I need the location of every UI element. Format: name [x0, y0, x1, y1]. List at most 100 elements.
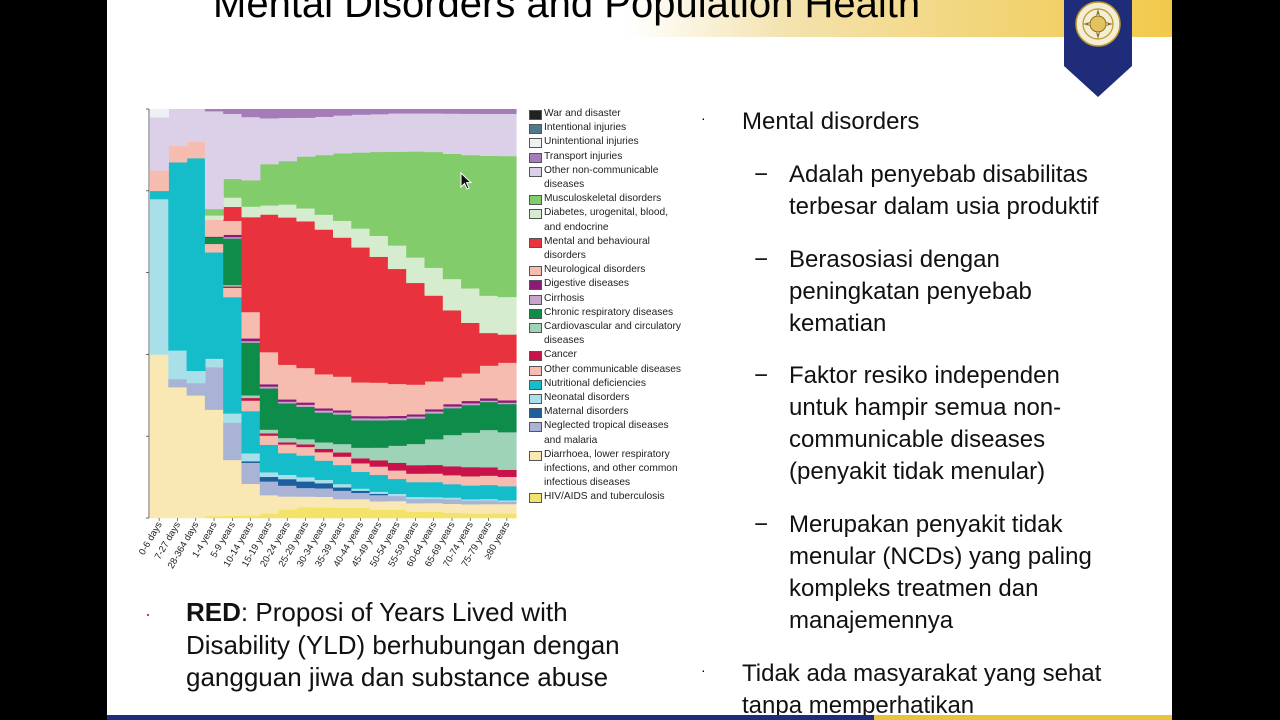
area-segment [369, 491, 389, 494]
legend-swatch [529, 110, 542, 120]
area-segment [479, 429, 499, 468]
area-segment [314, 452, 334, 461]
area-segment [461, 400, 480, 404]
legend-label: Neurological disorders [544, 264, 646, 276]
area-segment [461, 373, 480, 402]
legend-item: HIV/AIDS and tuberculosis [527, 490, 687, 504]
area-segment [314, 109, 334, 117]
area-segment [406, 511, 426, 519]
area-segment [442, 153, 462, 280]
legend-label: Musculoskeletal disorders [544, 193, 662, 205]
area-segment [406, 418, 426, 445]
area-segment [424, 411, 444, 414]
area-segment [369, 151, 389, 236]
area-segment [241, 453, 261, 462]
area-segment [259, 164, 279, 206]
area-segment [278, 437, 297, 443]
area-segment [497, 501, 517, 505]
area-segment [241, 116, 261, 181]
legend-swatch [529, 138, 542, 149]
area-segment [424, 511, 444, 519]
area-segment [186, 370, 206, 384]
legend-item: Neonatal disorders [527, 391, 687, 405]
area-segment [168, 350, 188, 380]
area-segment [406, 257, 426, 284]
legend-swatch [529, 209, 542, 220]
area-segment [406, 384, 426, 415]
sub-point-disability: Adalah penyebab disabilitas terbesar dal… [789, 161, 1099, 220]
bottom-accent-bar [107, 715, 1172, 720]
area-segment [168, 145, 188, 155]
area-segment [150, 190, 169, 200]
caption-bold-red: RED [186, 597, 241, 627]
dash-sub-2: − [754, 246, 769, 273]
area-segment [424, 439, 444, 466]
area-segment [479, 513, 499, 519]
area-segment [296, 507, 316, 519]
legend-item: Cirrhosis [527, 292, 687, 306]
area-segment [351, 499, 371, 508]
main-point-mental-disorders: Mental disorders [742, 108, 920, 135]
legend-swatch [529, 379, 542, 390]
dash-sub-1: − [754, 161, 769, 188]
sub-point-ncd-complexity: Merupakan penyakit tidak menular (NCDs) … [789, 511, 1092, 634]
area-segment [333, 410, 352, 413]
area-segment [406, 481, 426, 498]
area-segment [296, 221, 316, 369]
area-segment [406, 282, 426, 385]
area-segment [369, 418, 389, 421]
series-cancer [223, 286, 517, 477]
legend-label: Cardiovascular and circulatory diseases [544, 321, 682, 347]
area-segment [259, 472, 279, 478]
area-segment [424, 413, 444, 440]
area-segment [479, 365, 499, 399]
area-segment [168, 153, 188, 163]
area-segment [369, 509, 389, 519]
area-segment [150, 354, 169, 519]
legend-swatch [529, 237, 542, 248]
area-segment [387, 462, 407, 471]
area-segment [497, 476, 517, 487]
area-segment [461, 476, 480, 486]
area-segment [406, 496, 426, 500]
area-segment [314, 483, 334, 489]
area-segment [479, 500, 499, 505]
area-segment [387, 113, 407, 152]
area-segment [333, 115, 352, 154]
area-segment [387, 151, 407, 246]
legend-label: Chronic respiratory diseases [544, 306, 674, 318]
legend-label: Maternal disorders [544, 406, 629, 418]
main-point-healthy-society: Tidak ada masyarakat yang sehat tanpa me… [742, 660, 1102, 719]
area-segment [223, 286, 243, 288]
area-segment [259, 513, 279, 519]
series-other-non-communicable-diseases [150, 109, 517, 210]
area-segment [223, 236, 243, 239]
legend-label: Other non-communicable diseases [544, 164, 659, 191]
area-segment [479, 475, 499, 486]
area-segment [387, 445, 407, 463]
caption-bullet: · [145, 604, 151, 624]
area-segment [369, 474, 389, 492]
area-segment [497, 155, 517, 298]
area-segment [259, 476, 279, 482]
legend-label: Neonatal disorders [544, 392, 630, 404]
area-segment [186, 395, 206, 519]
area-segment [387, 109, 407, 114]
area-segment [278, 364, 297, 400]
legend-swatch [529, 294, 542, 305]
area-segment [150, 117, 169, 171]
area-segment [387, 268, 407, 385]
area-segment [168, 109, 188, 147]
legend-item: Mental and behavioural disorders [527, 235, 687, 263]
area-segment [424, 464, 444, 474]
area-segment [204, 515, 224, 519]
area-segment [296, 402, 316, 405]
legend-item: Musculoskeletal disorders [527, 192, 687, 206]
legend-item: Neglected tropical diseases and malaria [527, 419, 687, 447]
series-unintentional-injuries [150, 109, 169, 118]
area-segment [241, 411, 261, 454]
area-segment [241, 217, 261, 313]
series-diarrhoea-lower-respiratory-infections-and-other-common-infectious-diseases [150, 354, 517, 519]
legend-item: Nutritional deficiencies [527, 377, 687, 391]
legend-label: Nutritional deficiencies [544, 377, 646, 389]
